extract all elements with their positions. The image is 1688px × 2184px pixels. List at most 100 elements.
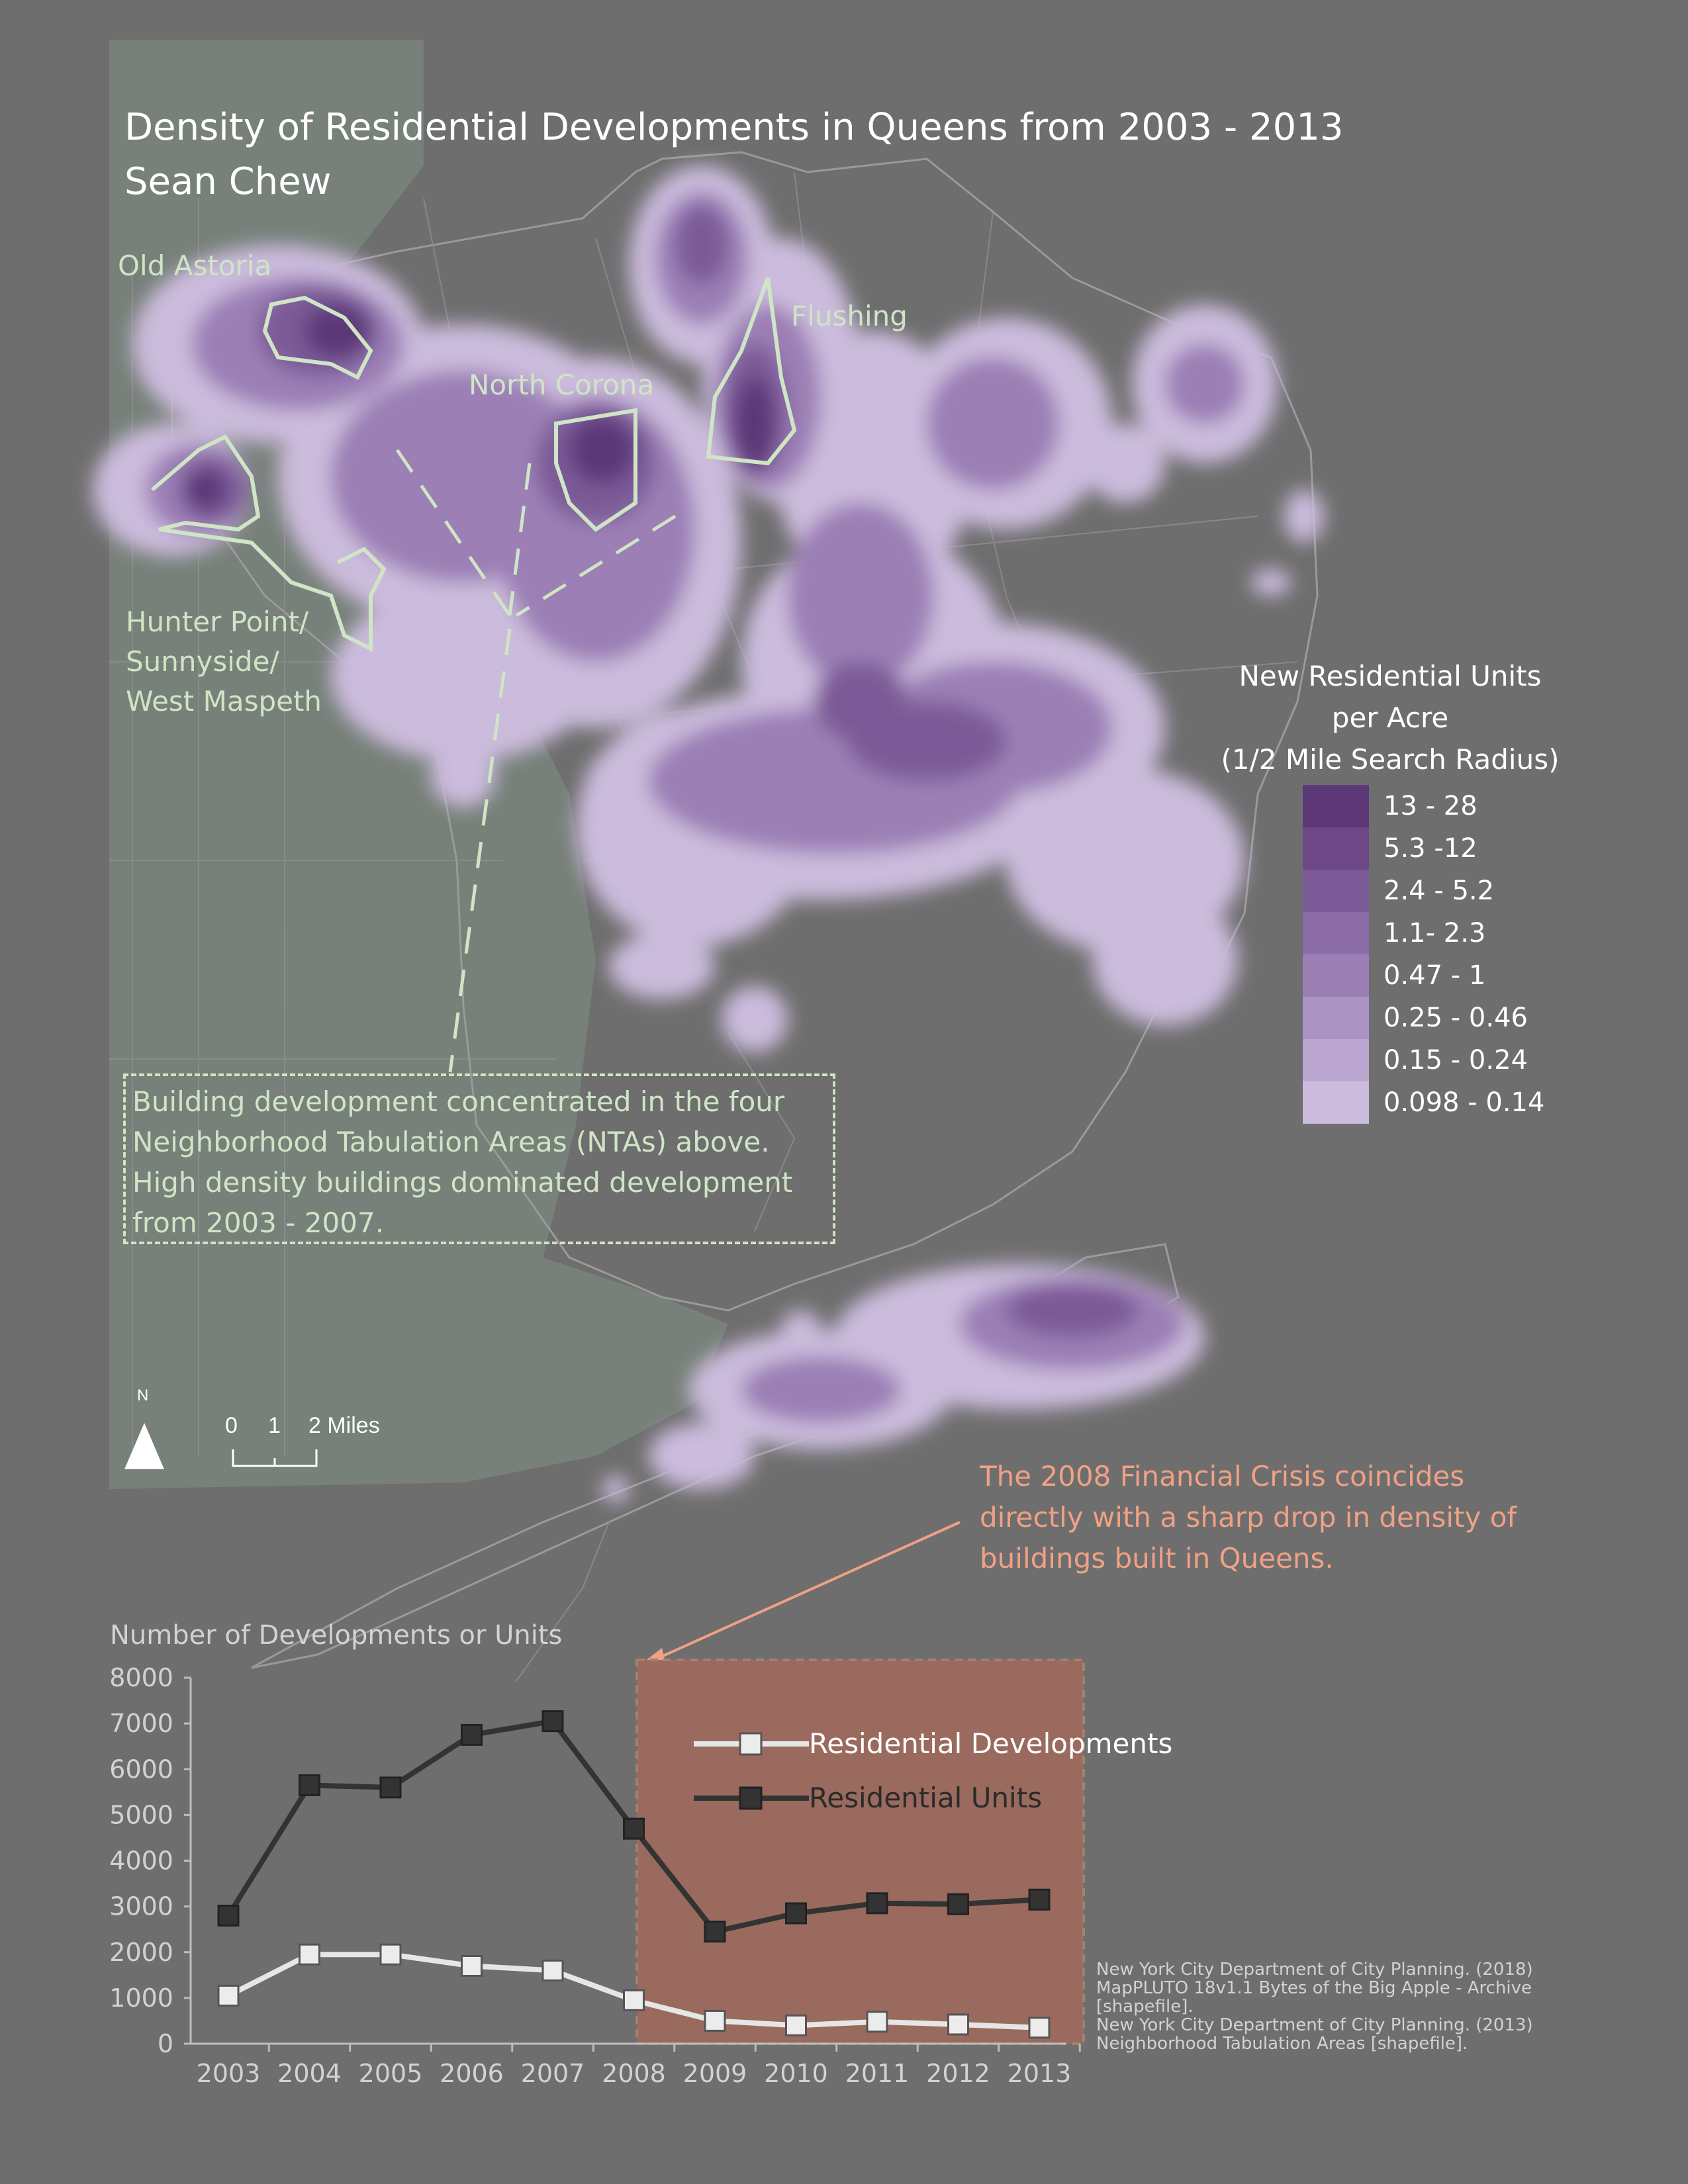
- callout-line: Building development concentrated in the…: [132, 1085, 785, 1118]
- label-old-astoria: Old Astoria: [118, 250, 272, 282]
- label-north-corona: North Corona: [469, 369, 655, 401]
- legend-row: 2.4 - 5.2: [1303, 870, 1544, 912]
- density-heatmap: [93, 165, 1324, 1502]
- legend-row: 0.25 - 0.46: [1303, 997, 1544, 1039]
- source-line: MapPLUTO 18v1.1 Bytes of the Big Apple -…: [1096, 1978, 1532, 1998]
- x-tick-label: 2007: [521, 2059, 585, 2088]
- x-tick-label: 2006: [440, 2059, 504, 2088]
- sources: New York City Department of City Plannin…: [1096, 1960, 1586, 2053]
- crisis-highlight: [635, 1659, 1085, 2045]
- series-point: [623, 1989, 645, 2011]
- legend-row: 0.47 - 1: [1303, 954, 1544, 997]
- label-hunter-point-line3: West Maspeth: [126, 685, 322, 717]
- legend-label: 1.1- 2.3: [1383, 918, 1486, 948]
- legend-marker-sample: [739, 1786, 763, 1810]
- callout-connectors: [395, 449, 677, 1073]
- chart-legend-label: Residential Units: [809, 1782, 1042, 1814]
- label-hunter-point: Hunter Point/ Sunnyside/ West Maspeth: [126, 602, 322, 721]
- series-point: [379, 1776, 402, 1799]
- legend-title-line2: per Acre: [1331, 702, 1449, 734]
- series-point: [947, 2013, 969, 2036]
- legend-swatch: [1303, 785, 1369, 827]
- series-point: [299, 1774, 320, 1796]
- legend-label: 0.15 - 0.24: [1383, 1045, 1528, 1075]
- y-tick-label: 8000: [109, 1663, 173, 1692]
- x-tick-label: 2009: [683, 2059, 747, 2088]
- legend-row: 5.3 -12: [1303, 827, 1544, 870]
- crisis-note: The 2008 Financial Crisis coincides dire…: [980, 1456, 1628, 1579]
- legend-swatch: [1303, 1039, 1369, 1081]
- legend-swatch: [1303, 1081, 1369, 1124]
- chart-legend-label: Residential Developments: [809, 1727, 1172, 1760]
- legend-label: 2.4 - 5.2: [1383, 876, 1495, 906]
- legend-label: 0.098 - 0.14: [1383, 1087, 1545, 1118]
- y-tick-label: 3000: [109, 1892, 173, 1921]
- y-tick-label: 7000: [109, 1709, 173, 1738]
- y-tick-label: 2000: [109, 1938, 173, 1967]
- crisis-note-line: directly with a sharp drop in density of: [980, 1501, 1517, 1533]
- x-tick-label: 2011: [845, 2059, 910, 2088]
- x-tick-label: 2008: [602, 2059, 666, 2088]
- series-point: [704, 1921, 726, 1943]
- legend-row: 1.1- 2.3: [1303, 912, 1544, 954]
- legend-row: 0.15 - 0.24: [1303, 1039, 1544, 1081]
- callout-line: Neighborhood Tabulation Areas (NTAs) abo…: [132, 1126, 770, 1158]
- y-tick-label: 5000: [109, 1800, 173, 1829]
- legend-title-line1: New Residential Units: [1239, 660, 1542, 692]
- series-point: [217, 1984, 240, 2007]
- nta-north-corona: [554, 408, 637, 532]
- series-point: [704, 2009, 726, 2032]
- chart-y-label: Number of Developments or Units: [110, 1620, 563, 1651]
- series-point: [866, 1892, 888, 1915]
- callout-line: High density buildings dominated develop…: [132, 1166, 793, 1199]
- series-point: [866, 2011, 888, 2033]
- series-point: [623, 1817, 645, 1840]
- legend-row: 13 - 28: [1303, 785, 1544, 827]
- series-point: [541, 1710, 564, 1733]
- label-hunter-point-line2: Sunnyside/: [126, 645, 279, 678]
- legend-label: 13 - 28: [1383, 791, 1477, 821]
- series-point: [379, 1943, 402, 1966]
- series-point: [461, 1723, 483, 1746]
- series-point: [947, 1893, 969, 1915]
- y-tick-label: 1000: [109, 1983, 173, 2013]
- legend-marker-sample: [739, 1732, 763, 1756]
- y-tick-label: 4000: [109, 1846, 173, 1876]
- label-hunter-point-line1: Hunter Point/: [126, 606, 309, 638]
- crisis-note-line: The 2008 Financial Crisis coincides: [980, 1460, 1465, 1492]
- legend-label: 0.47 - 1: [1383, 960, 1486, 991]
- nta-callout-box: Building development concentrated in the…: [123, 1073, 835, 1244]
- y-tick-label: 0: [158, 2029, 173, 2058]
- series-point: [785, 2014, 807, 2036]
- source-line: New York City Department of City Plannin…: [1096, 1960, 1533, 1979]
- series-point: [541, 1959, 564, 1981]
- scale-label-zero: 0: [225, 1413, 238, 1438]
- x-tick-label: 2012: [926, 2059, 990, 2088]
- nta-old-astoria: [262, 295, 373, 381]
- legend-swatch: [1303, 954, 1369, 997]
- source-line: [shapefile].: [1096, 1997, 1194, 2017]
- north-arrow-icon: [124, 1423, 164, 1469]
- legend-title-line3: (1/2 Mile Search Radius): [1221, 743, 1560, 776]
- density-legend: New Residential Units per Acre (1/2 Mile…: [1218, 655, 1562, 1124]
- series-point: [1028, 2017, 1051, 2039]
- x-tick-label: 2013: [1008, 2059, 1072, 2088]
- legend-items: 13 - 28 5.3 -12 2.4 - 5.2 1.1- 2.3 0.47 - 1 0…: [1303, 785, 1544, 1124]
- legend-swatch: [1303, 912, 1369, 954]
- legend-row: 0.098 - 0.14: [1303, 1081, 1544, 1124]
- series-point: [1028, 1888, 1051, 1911]
- legend-swatch: [1303, 870, 1369, 912]
- scale-label-one: 1: [268, 1413, 281, 1438]
- y-tick-label: 6000: [109, 1754, 173, 1784]
- series-point: [785, 1902, 807, 1925]
- x-tick-label: 2004: [277, 2059, 342, 2088]
- legend-swatch: [1303, 997, 1369, 1039]
- x-tick-label: 2010: [764, 2059, 828, 2088]
- callout-line: from 2003 - 2007.: [132, 1206, 385, 1239]
- nta-hunter-point: [151, 434, 387, 652]
- land-west-lower: [109, 1257, 728, 1489]
- north-label: N: [137, 1387, 149, 1404]
- nta-flushing: [706, 277, 797, 466]
- nta-outlines: [151, 277, 797, 652]
- line-chart: 0 1000 2000 3000 4000 5000 6000 7000 8000 2003 20…: [109, 1659, 1172, 2088]
